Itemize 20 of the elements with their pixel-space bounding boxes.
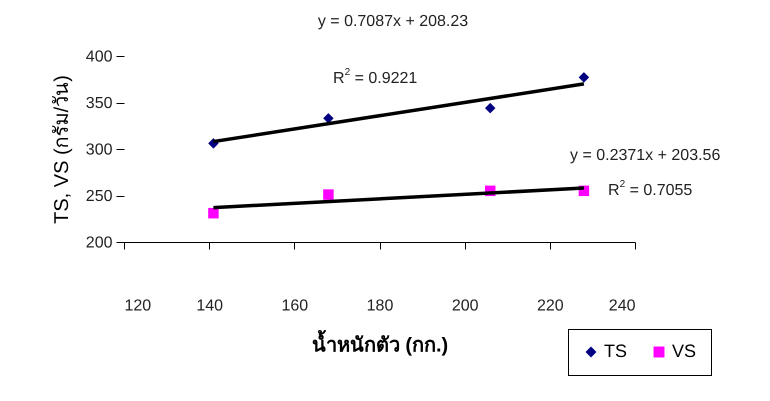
x-tick-label: 240 [608, 298, 636, 314]
y-tick-label: 200 [86, 234, 113, 252]
x-tick-label: 220 [536, 298, 564, 314]
annotation: R$^{2}$ = 0.9221 [333, 67, 418, 87]
y-tick-label: 250 [86, 188, 113, 205]
x-axis-title: น้ำหนักตัว (กก.) [312, 330, 448, 356]
annotation: y = 0.2371x + 203.56 [570, 147, 720, 164]
x-tick-label: 200 [452, 298, 479, 314]
text: y = 0.7087x + 208.23 [318, 13, 468, 30]
x-tick-label: 120 [124, 298, 152, 314]
x-tick-label: 140 [196, 298, 224, 314]
annotation: R$^{2}$ = 0.7055 [608, 179, 692, 199]
y-tick-label: 400 [86, 48, 113, 66]
y-axis-title: TS, VS (กรัม/วัน) [50, 75, 73, 224]
x-tick-label: 180 [366, 298, 394, 314]
x-tick-label: 160 [281, 298, 308, 314]
y-tick-label: 350 [86, 95, 113, 112]
legend-label: TS [604, 341, 628, 361]
legend-label: VS [672, 341, 696, 361]
y-tick-label: 300 [86, 142, 113, 158]
